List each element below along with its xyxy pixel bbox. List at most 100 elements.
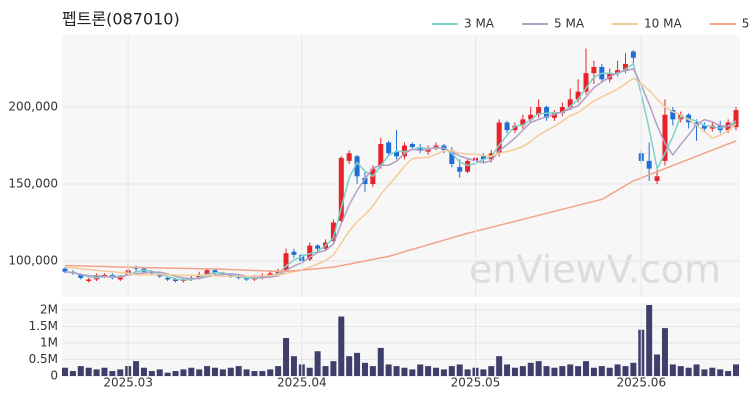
candle-body xyxy=(101,274,107,277)
volume-bar xyxy=(709,367,716,376)
volume-bar xyxy=(330,361,337,376)
volume-bar xyxy=(409,369,416,376)
volume-bar xyxy=(164,372,171,376)
volume-bar xyxy=(314,351,321,376)
candle-body xyxy=(670,110,676,120)
volume-bar xyxy=(369,366,376,376)
volume-bar xyxy=(646,304,653,376)
volume-bar xyxy=(456,364,463,376)
candle-body xyxy=(480,156,486,160)
watermark: enViewV.com xyxy=(469,248,721,292)
volume-bar xyxy=(140,367,147,376)
ma-line xyxy=(65,140,737,273)
candle-body xyxy=(465,160,471,172)
x-tick-label: 2025.05 xyxy=(451,376,501,390)
candle-body xyxy=(196,274,202,278)
volume-bar xyxy=(693,364,700,376)
candle-body xyxy=(583,73,589,92)
candle-body xyxy=(536,107,542,115)
volume-bar xyxy=(346,356,353,376)
volume-bar xyxy=(725,371,732,376)
volume-bar xyxy=(69,371,76,376)
candle-body xyxy=(291,251,297,255)
volume-bar xyxy=(156,369,163,376)
candle-body xyxy=(378,143,384,166)
volume-bar xyxy=(227,367,234,376)
candle-body xyxy=(575,91,581,100)
volume-bar xyxy=(251,371,258,376)
volume-bar xyxy=(733,364,739,376)
candle-body xyxy=(275,271,281,274)
y-tick-label: 0 xyxy=(50,369,58,383)
volume-bar xyxy=(717,369,724,376)
y-tick-label: 2M xyxy=(40,302,58,316)
candle-body xyxy=(330,222,336,241)
legend-label: 50 MA xyxy=(742,17,750,31)
volume-bar xyxy=(219,369,226,376)
candle-body xyxy=(173,279,179,281)
volume-bar xyxy=(614,364,621,376)
volume-bar xyxy=(480,369,487,376)
volume-bar xyxy=(440,369,447,376)
candle-body xyxy=(212,270,218,274)
volume-bar xyxy=(275,366,282,376)
volume-bar xyxy=(259,371,266,376)
volume-bar xyxy=(669,364,676,376)
volume-bar xyxy=(433,367,440,376)
candle-body xyxy=(338,157,344,221)
volume-bar xyxy=(93,369,100,376)
volume-bar xyxy=(385,364,392,376)
candle-body xyxy=(654,176,660,181)
volume-bar xyxy=(519,366,526,376)
candle-body xyxy=(78,274,84,278)
candle-body xyxy=(417,147,423,151)
candle-body xyxy=(283,253,289,271)
volume-bar xyxy=(661,328,668,376)
x-tick-label: 2025.06 xyxy=(616,376,666,390)
y-tick-label: 1.5M xyxy=(29,319,58,333)
volume-bar xyxy=(243,369,250,376)
candle-body xyxy=(591,67,597,74)
candle-body xyxy=(401,145,407,157)
volume-bar xyxy=(62,367,68,376)
candle-body xyxy=(528,114,534,120)
volume-bar xyxy=(543,366,550,376)
candle-body xyxy=(544,107,550,118)
candle-body xyxy=(165,277,171,280)
candle-body xyxy=(512,125,518,131)
x-tick-label: 2025.03 xyxy=(103,376,153,390)
legend-label: 10 MA xyxy=(644,17,682,31)
volume-bar xyxy=(654,354,661,376)
volume-bar xyxy=(109,371,116,376)
volume-bar xyxy=(338,316,345,376)
volume-bar xyxy=(677,366,684,376)
volume-bar xyxy=(598,366,605,376)
ma-line xyxy=(64,68,737,280)
candle-body xyxy=(409,143,415,148)
volume-bar xyxy=(496,356,503,376)
candle-body xyxy=(457,167,463,172)
candle-body xyxy=(244,277,250,280)
volume-bar xyxy=(464,369,471,376)
volume-bar xyxy=(101,367,108,376)
candle-body xyxy=(496,122,502,154)
volume-bar xyxy=(85,367,92,376)
volume-bar xyxy=(590,367,597,376)
volume-bar xyxy=(211,367,218,376)
volume-bar xyxy=(583,361,590,376)
candle-body xyxy=(551,113,557,118)
volume-bar xyxy=(488,366,495,376)
volume-bar xyxy=(448,366,455,376)
candle-body xyxy=(646,160,652,169)
volume-bar xyxy=(235,366,242,376)
volume-bar xyxy=(322,366,329,376)
volume-bar xyxy=(425,366,432,376)
volume-bar xyxy=(401,367,408,376)
candle-body xyxy=(354,156,360,177)
y-tick-label: 100,000 xyxy=(8,253,58,267)
candle-body xyxy=(204,270,210,275)
legend-label: 5 MA xyxy=(554,17,585,31)
candle-body xyxy=(362,177,368,185)
candle-body xyxy=(559,107,565,114)
candle-body xyxy=(86,279,92,281)
